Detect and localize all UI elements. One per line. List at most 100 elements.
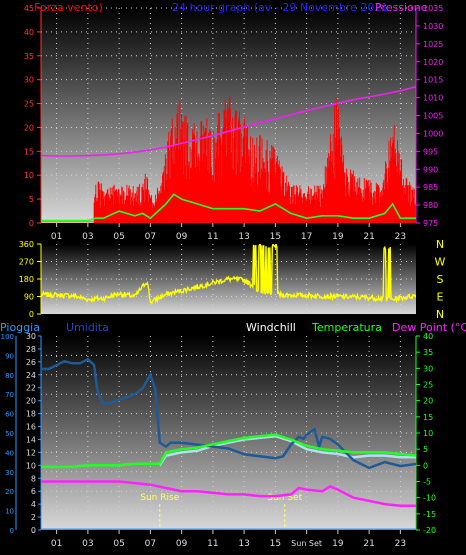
dewpoint-line xyxy=(41,480,416,508)
y-tick-label: 980 xyxy=(423,201,438,210)
compass-label: N xyxy=(436,238,444,251)
temperature-tick-label: 40 xyxy=(423,332,433,341)
temperature-title: Temperatura xyxy=(311,321,382,334)
y-tick-label: 1010 xyxy=(423,94,443,103)
temperature-tick-label: 15 xyxy=(423,413,433,422)
panel1-grid xyxy=(41,7,416,223)
x-tick-label: Sun Set xyxy=(291,539,322,548)
y-tick-label: 40 xyxy=(24,28,34,37)
windchill-title: Windchill xyxy=(246,321,296,334)
y-tick-label: 0 xyxy=(29,219,34,228)
rain-tick-label: 30 xyxy=(26,332,36,341)
x-tick-label: 13 xyxy=(238,232,249,242)
sunrise-label: Sun Rise xyxy=(140,493,179,503)
sunset-label: Sun Set xyxy=(267,493,302,503)
y-tick-label: 995 xyxy=(423,147,438,156)
temperature-tick-label: -15 xyxy=(423,510,436,519)
y-tick-label: 90 xyxy=(24,293,34,302)
rain-tick-label: 26 xyxy=(26,358,36,367)
y-tick-label: 25 xyxy=(24,100,34,109)
panel1-right-axis: 975 980 985 990 995 1000 1005 1010 1015 1020 1025 1… xyxy=(415,4,443,228)
x-tick-label: 19 xyxy=(332,232,344,242)
humidity-title: Umidita xyxy=(66,321,109,334)
compass-label: W xyxy=(435,256,446,269)
humidity-tick-label: 0 xyxy=(10,527,14,535)
x-tick-label: 23 xyxy=(395,232,406,242)
compass-label: S xyxy=(437,273,444,286)
x-tick-label: 09 xyxy=(176,232,188,242)
y-tick-label: 10 xyxy=(24,171,34,180)
x-tick-label: 15 xyxy=(270,232,281,242)
humidity-tick-label: 60 xyxy=(5,411,14,419)
temperature-tick-label: 0 xyxy=(423,461,428,470)
x-tick-label: 03 xyxy=(82,539,93,549)
panel2-left-axis: 0 90 180 270 360 xyxy=(19,240,42,319)
humidity-axis: 0 10 20 30 40 50 60 70 80 90 100 xyxy=(1,333,17,535)
x-tick-label: 07 xyxy=(145,232,156,242)
x-tick-label: 11 xyxy=(207,539,218,549)
temperature-tick-label: -10 xyxy=(423,494,436,503)
y-tick-label: 20 xyxy=(24,123,34,132)
y-tick-label: 45 xyxy=(24,4,34,13)
temperature-tick-label: 35 xyxy=(423,348,433,357)
y-tick-label: 1015 xyxy=(423,76,443,85)
temperature-tick-label: 5 xyxy=(423,445,428,454)
wind-spikes xyxy=(41,96,416,223)
y-tick-label: 360 xyxy=(19,240,34,249)
temperature-axis: -20 -15 -10 -5 0 5 10 15 20 25 30 35 40 xyxy=(415,332,436,535)
y-tick-label: 0 xyxy=(29,310,34,319)
temperature-tick-label: -5 xyxy=(423,478,431,487)
y-tick-label: 1030 xyxy=(423,22,443,31)
x-tick-label: 01 xyxy=(51,539,62,549)
humidity-tick-label: 20 xyxy=(5,488,14,496)
y-tick-label: 5 xyxy=(29,195,34,204)
humidity-tick-label: 30 xyxy=(5,469,14,477)
panel1-center-title: 24 hour graph (av - 29 Novembre 2021 xyxy=(172,1,388,14)
y-tick-label: 985 xyxy=(423,183,438,192)
temperature-line xyxy=(41,433,416,469)
rain-tick-label: 20 xyxy=(26,397,36,406)
x-tick-label: 13 xyxy=(238,539,249,549)
humidity-tick-label: 80 xyxy=(5,372,14,380)
y-tick-label: 180 xyxy=(19,275,34,284)
rain-tick-label: 18 xyxy=(26,410,36,419)
x-tick-label: 19 xyxy=(332,539,344,549)
y-tick-label: 1025 xyxy=(423,40,443,49)
humidity-tick-label: 70 xyxy=(5,391,14,399)
compass-label: N xyxy=(436,308,444,321)
wind-direction-line xyxy=(41,244,416,304)
rain-tick-label: 2 xyxy=(31,513,36,522)
y-tick-label: 30 xyxy=(24,76,34,85)
compass-label: E xyxy=(437,291,444,304)
x-tick-label: 05 xyxy=(113,232,124,242)
x-tick-label: 09 xyxy=(176,539,188,549)
rain-title: Pioggia xyxy=(0,321,40,334)
panel1-x-axis: 01 03 05 07 09 11 13 15 17 19 21 23 xyxy=(51,223,406,242)
temperature-tick-label: -20 xyxy=(423,526,436,535)
rain-tick-label: 12 xyxy=(26,448,36,457)
rain-tick-label: 14 xyxy=(26,435,36,444)
x-tick-label: 03 xyxy=(82,232,93,242)
windchill-line xyxy=(158,434,416,466)
humidity-tick-label: 40 xyxy=(5,449,14,457)
x-tick-label: 23 xyxy=(395,539,406,549)
panel2-plot-bg xyxy=(41,244,416,314)
x-tick-label: 21 xyxy=(363,539,374,549)
x-tick-label: 21 xyxy=(363,232,374,242)
wind-average-line xyxy=(41,193,416,222)
x-tick-label: 11 xyxy=(207,232,218,242)
temperature-tick-label: 20 xyxy=(423,397,433,406)
rain-tick-label: 16 xyxy=(26,423,36,432)
rain-tick-label: 28 xyxy=(26,345,36,354)
humidity-tick-label: 100 xyxy=(1,333,14,341)
x-tick-label: 05 xyxy=(113,539,124,549)
humidity-tick-label: 50 xyxy=(5,430,14,438)
y-tick-label: 1000 xyxy=(423,129,443,138)
temperature-tick-label: 10 xyxy=(423,429,433,438)
rain-tick-label: 22 xyxy=(26,384,36,393)
rain-tick-label: 10 xyxy=(26,461,36,470)
temperature-tick-label: 25 xyxy=(423,381,433,390)
y-tick-label: 1020 xyxy=(423,58,443,67)
